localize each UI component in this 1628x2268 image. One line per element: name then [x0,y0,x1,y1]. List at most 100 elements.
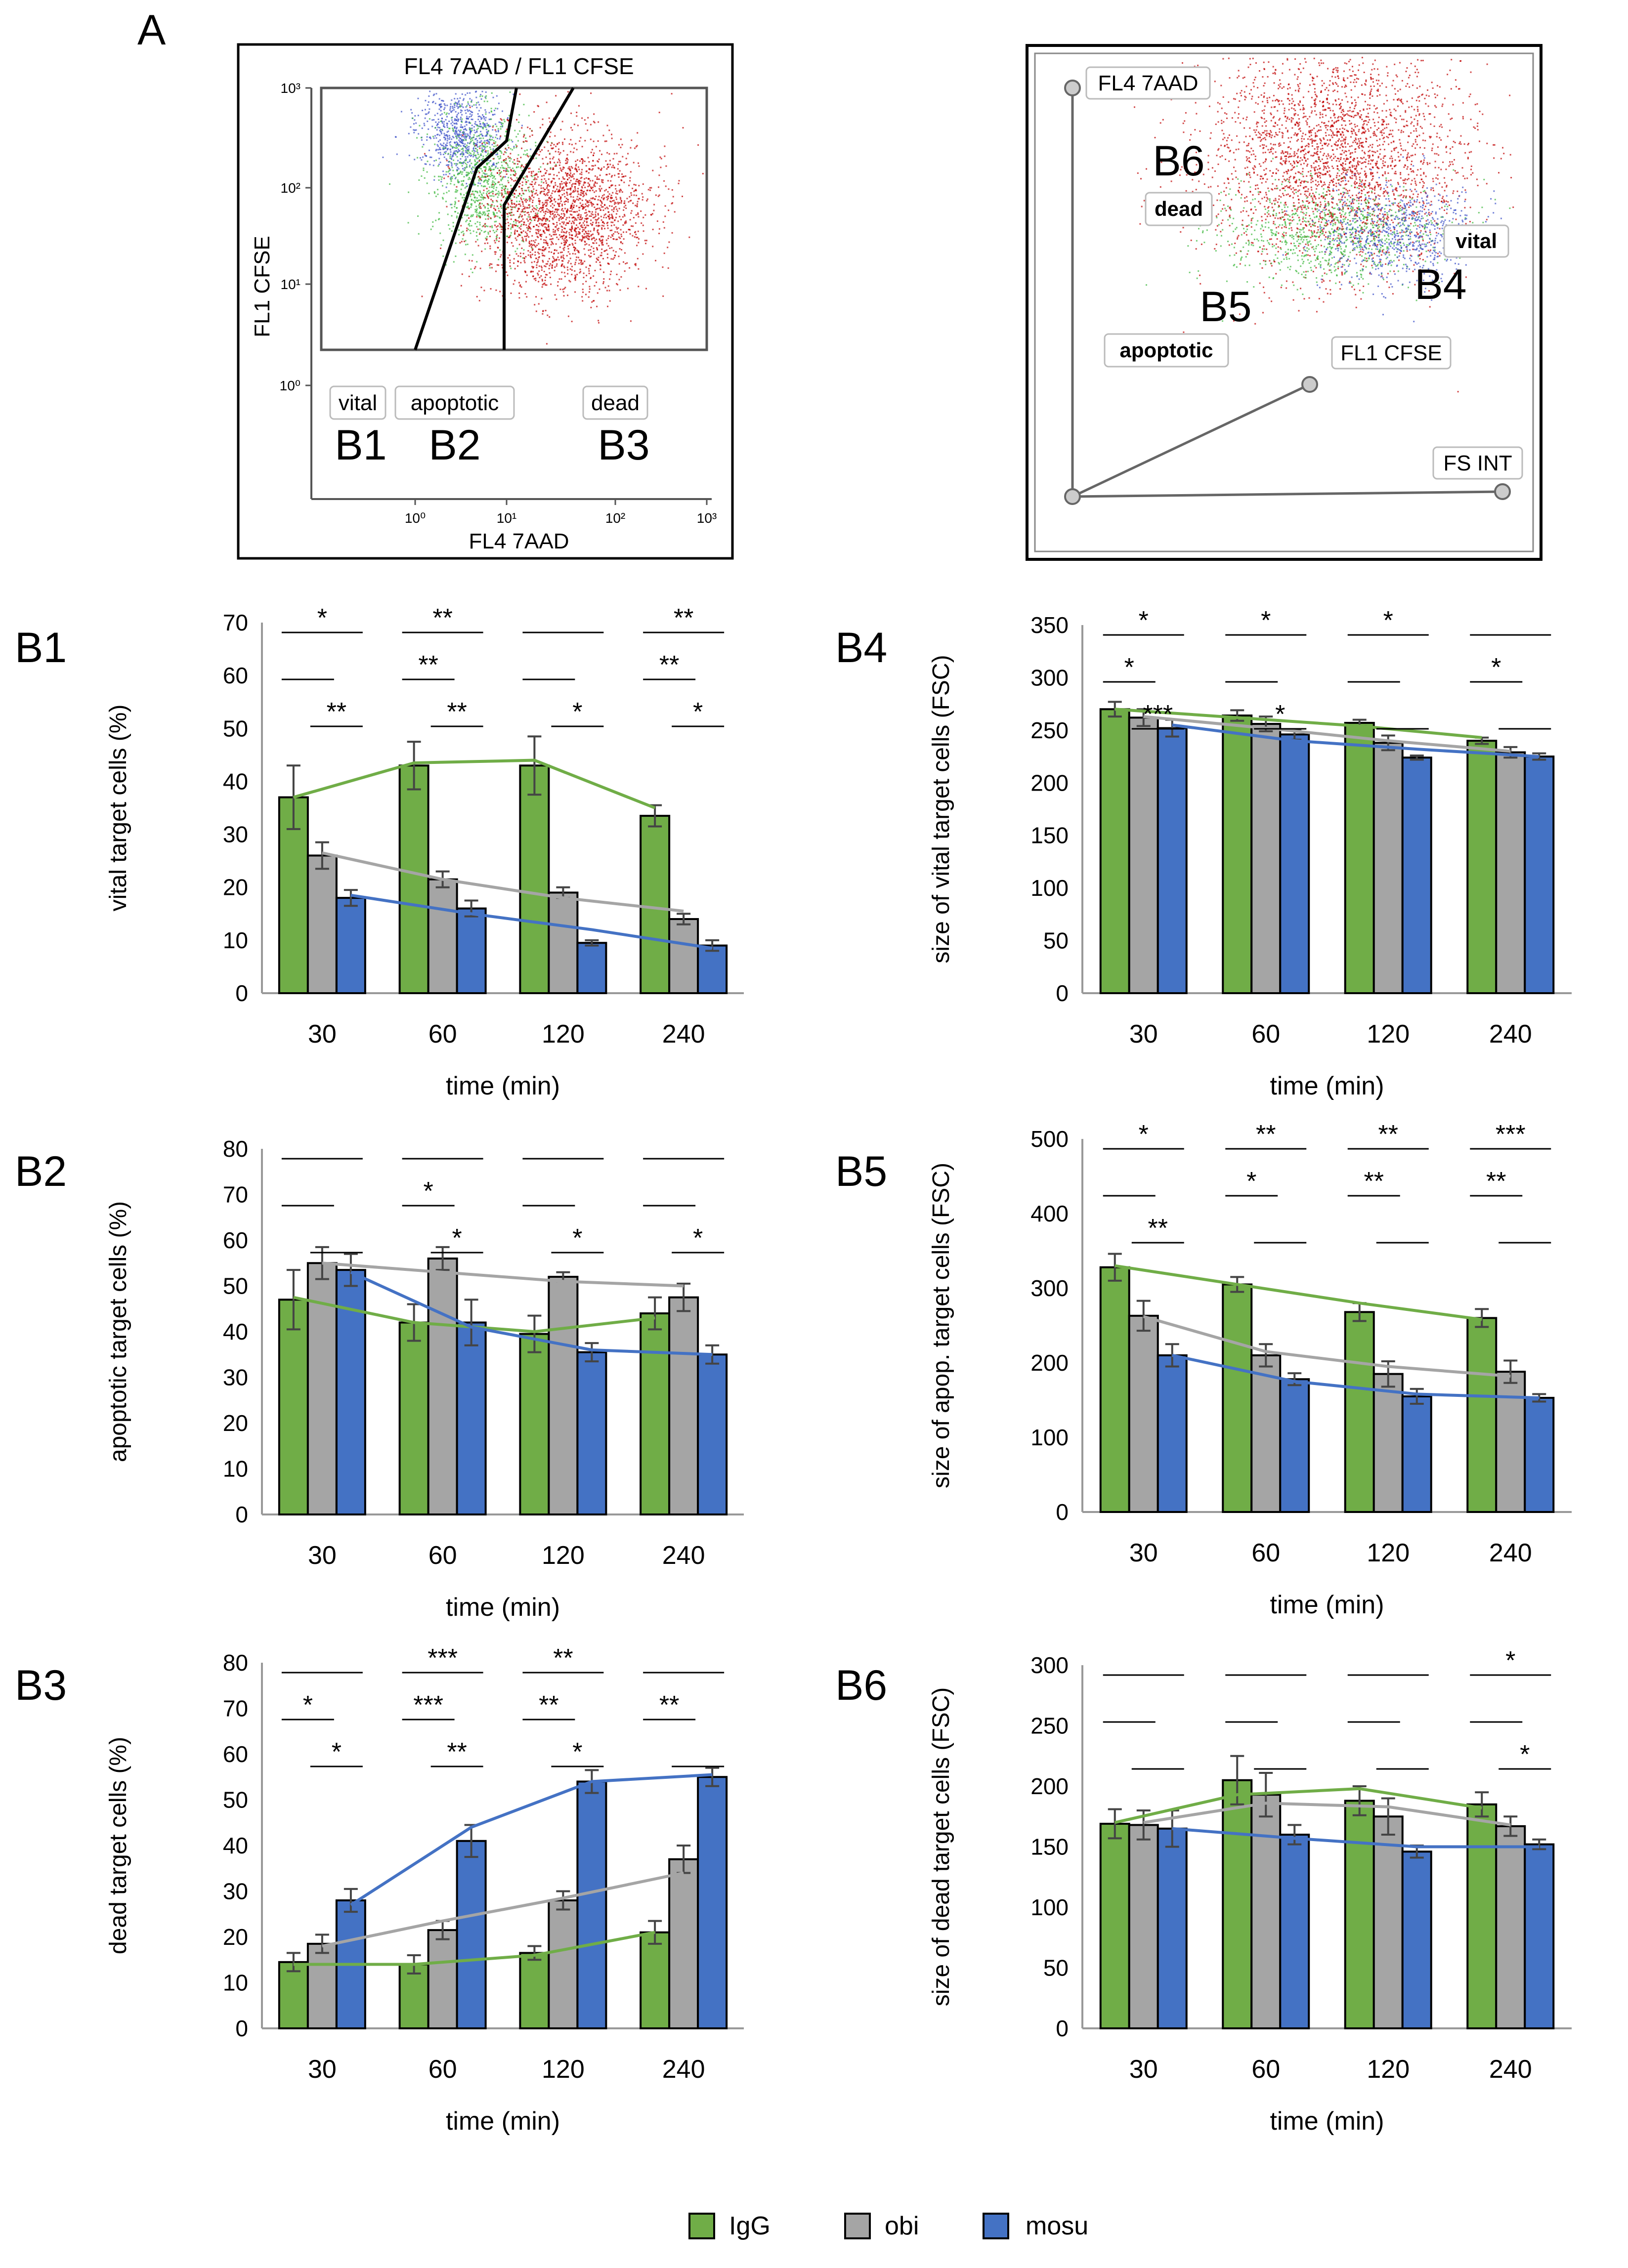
flow-dot [561,226,563,228]
flow-dot [527,156,529,158]
flow-dot [573,205,575,207]
flow-dot [584,178,586,180]
flow-dot [496,212,498,214]
plot3d-dot [1339,153,1341,155]
flow-dot [421,159,423,161]
flow-dot [579,218,580,220]
flow-dot [454,106,456,108]
flow-dot [485,146,486,148]
flow-dot [582,208,584,210]
flow-dot [439,232,441,234]
flow-dot [476,261,478,263]
plot3d-dot [1274,217,1276,219]
flow-dot [538,270,540,272]
flow-dot [633,194,635,196]
plot3d-dot [1344,169,1346,171]
flow-dot [500,118,502,120]
flow-dot [614,202,616,204]
flow-dot [448,170,450,171]
flow-dot [495,194,497,196]
flow-dot [539,234,541,236]
flow-dot [492,96,494,98]
flow-dot [575,248,576,250]
flow-dot [582,222,584,224]
flow-dot [506,173,508,175]
plot3d-dot [1349,75,1351,77]
flow-dot [512,194,514,196]
plot3d-dot [1339,147,1341,149]
flow-dot [539,277,541,279]
flow-dot [440,149,441,150]
flow-dot [452,106,454,108]
plot3d-dot [1297,236,1299,238]
plot3d-dot [1324,272,1326,274]
flow-dot [453,153,455,155]
flow-dot [469,166,471,168]
flow-dot [549,272,551,274]
plot3d-dot [1269,134,1271,136]
plot3d-dot [1367,113,1369,115]
flow-dot [462,184,464,186]
plot3d-dot [1276,238,1278,240]
flow-dot [618,144,620,146]
plot3d-dot [1319,117,1321,119]
flow-dot [434,114,436,116]
flow-x-label: FL4 7AAD [469,529,569,553]
plot3d-dot [1196,152,1197,153]
flow-dot [587,157,589,159]
flow-dot [570,237,572,239]
flow-dot [530,228,532,230]
flow-dot [463,128,465,130]
plot3d-dot [1384,161,1386,163]
flow-dot [461,151,463,153]
plot3d-dot [1314,208,1316,210]
flow-dot [477,200,479,202]
flow-dot [565,172,566,174]
plot3d-dot [1509,154,1511,156]
plot3d-dot [1280,247,1282,249]
plot3d-dot [1364,161,1366,163]
flow-dot [493,162,495,164]
flow-dot [564,240,566,242]
plot3d-dot [1380,254,1382,256]
flow-dot [596,225,598,227]
flow-dot [437,193,439,195]
plot3d-dot [1345,136,1347,138]
flow-dot [514,203,515,205]
flow-dot [504,191,506,193]
flow-dot [655,259,656,261]
flow-dot [511,202,513,204]
plot3d-dot [1433,126,1435,127]
plot3d-dot [1369,155,1371,157]
flow-dot [439,147,441,149]
flow-dot [542,218,544,220]
plot3d-dot [1294,110,1296,111]
plot3d-dot [1220,144,1222,146]
flow-dot [574,230,576,232]
flow-dot [570,229,572,231]
flow-dot [484,185,486,187]
flow-dot [583,207,585,209]
plot3d-dot [1313,194,1315,196]
flow-dot [413,123,415,125]
flow-dot [588,204,590,206]
plot3d-dot [1368,202,1370,204]
flow-dot [597,212,599,214]
flow-dot [490,206,492,208]
flow-dot [507,193,509,195]
flow-dot [626,198,628,200]
flow-dot [573,221,575,223]
flow-dot [610,217,612,219]
flow-dot [486,180,488,182]
flow-dot [457,120,459,122]
flow-dot [534,304,536,306]
flow-dot [456,134,458,136]
flow-dot [460,126,462,128]
flow-dot [563,272,565,274]
flow-dot [605,196,607,198]
flow-dot [548,251,550,253]
flow-dot [561,205,563,207]
flow-dot [601,240,603,242]
plot3d-dot [1287,153,1288,155]
flow-dot [587,200,589,202]
